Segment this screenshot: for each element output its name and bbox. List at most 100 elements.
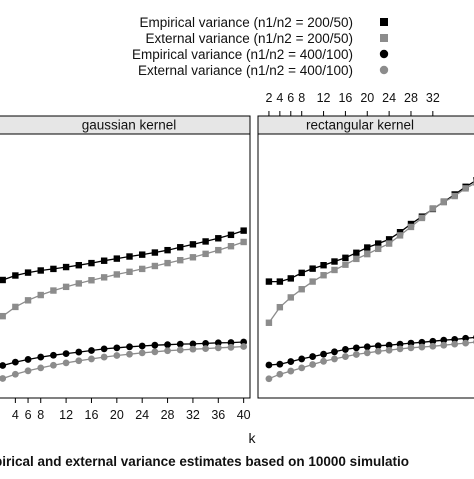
x-tick-label: 28 xyxy=(404,91,418,105)
data-point-circle xyxy=(50,351,57,359)
data-point-circle xyxy=(176,346,184,354)
x-tick-label: 16 xyxy=(338,91,352,105)
data-point-circle xyxy=(202,345,210,353)
x-axis-label: k xyxy=(249,430,257,446)
data-point-circle xyxy=(37,364,45,372)
data-point-square xyxy=(100,274,108,281)
data-point-square xyxy=(276,278,284,285)
data-point-circle xyxy=(352,344,360,352)
data-point-square xyxy=(75,280,82,287)
data-point-square xyxy=(37,267,44,274)
data-point-square xyxy=(113,271,121,278)
x-tick-label: 8 xyxy=(298,91,305,105)
x-tick-label: 6 xyxy=(287,91,294,105)
data-point-circle xyxy=(100,345,108,353)
data-point-square xyxy=(75,262,82,269)
data-point-circle xyxy=(189,345,197,353)
data-point-square xyxy=(189,241,197,248)
data-point-square xyxy=(418,214,426,222)
data-point-circle xyxy=(374,342,382,350)
data-point-circle xyxy=(363,349,371,357)
data-point-square xyxy=(12,272,19,279)
data-point-square xyxy=(309,265,316,272)
data-point-square xyxy=(287,294,294,301)
data-point-square xyxy=(298,286,305,293)
data-point-square xyxy=(151,249,159,256)
data-point-circle xyxy=(100,353,108,361)
data-point-square xyxy=(227,231,235,239)
data-point-circle xyxy=(385,341,393,349)
panel-1: gaussian kernel 4 6 8 12 16 20 24 28 32 36 40 xyxy=(0,115,251,422)
legend-label-4: External variance (n1/n2 = 400/100) xyxy=(138,63,353,78)
data-point-circle xyxy=(88,355,95,363)
data-point-circle xyxy=(276,370,284,378)
data-point-circle xyxy=(451,335,459,343)
data-point-square xyxy=(12,303,19,311)
data-point-circle xyxy=(88,347,95,354)
data-point-square xyxy=(62,263,70,271)
data-point-circle xyxy=(189,340,197,348)
data-point-circle xyxy=(287,358,295,365)
x-tick-label: 24 xyxy=(382,91,396,105)
x-tick-label: 32 xyxy=(426,91,440,105)
data-point-circle xyxy=(462,334,470,342)
data-point-square xyxy=(407,223,415,231)
data-point-circle xyxy=(62,350,70,358)
panel-strip-label: gaussian kernel xyxy=(82,118,177,133)
data-point-square xyxy=(0,276,6,284)
data-point-square xyxy=(62,283,70,291)
data-point-square xyxy=(50,287,57,294)
data-point-square xyxy=(50,265,57,273)
data-point-square xyxy=(37,291,44,299)
data-point-circle xyxy=(240,343,248,350)
data-point-circle xyxy=(374,347,382,355)
data-point-circle xyxy=(24,367,32,375)
data-point-circle xyxy=(396,345,404,353)
data-point-square xyxy=(100,257,108,264)
data-point-square xyxy=(374,245,382,253)
data-point-circle xyxy=(407,344,415,352)
data-point-square xyxy=(440,198,447,206)
legend-square-marker-2 xyxy=(380,34,388,42)
data-point-square xyxy=(364,250,371,258)
data-point-circle xyxy=(309,353,317,360)
data-point-circle xyxy=(176,340,184,348)
data-point-square xyxy=(215,246,222,254)
x-tick-label: 12 xyxy=(317,91,331,105)
data-point-square xyxy=(189,254,197,261)
data-point-square xyxy=(342,254,349,262)
data-point-square xyxy=(88,277,95,284)
x-tick-label: 8 xyxy=(37,408,44,422)
data-point-square xyxy=(353,255,360,263)
data-point-circle xyxy=(151,348,159,356)
data-point-circle xyxy=(138,349,146,357)
data-point-circle xyxy=(429,337,437,345)
data-point-circle xyxy=(418,343,426,351)
data-point-circle xyxy=(138,342,146,350)
data-point-circle xyxy=(37,353,45,361)
data-point-square xyxy=(126,253,133,260)
data-point-circle xyxy=(11,358,19,366)
data-point-circle xyxy=(342,346,349,353)
data-point-square xyxy=(331,266,338,274)
x-tick-label: 40 xyxy=(237,408,251,422)
x-tick-label: 4 xyxy=(12,408,19,422)
data-point-square xyxy=(320,272,327,279)
data-point-circle xyxy=(227,339,235,346)
data-point-circle xyxy=(451,340,459,348)
data-point-circle xyxy=(396,340,404,348)
data-point-square xyxy=(138,265,146,273)
data-point-circle xyxy=(126,343,133,351)
data-point-circle xyxy=(287,367,295,375)
data-point-circle xyxy=(298,364,306,372)
data-point-circle xyxy=(462,339,470,347)
data-point-circle xyxy=(50,361,57,369)
data-point-circle xyxy=(151,341,159,349)
data-point-square xyxy=(462,185,469,192)
data-point-square xyxy=(287,275,294,282)
data-point-square xyxy=(138,251,146,258)
x-tick-label: 20 xyxy=(360,91,374,105)
data-point-square xyxy=(342,261,349,268)
legend-label-1: Empirical variance (n1/n2 = 200/50) xyxy=(140,15,354,30)
data-point-circle xyxy=(276,360,284,368)
